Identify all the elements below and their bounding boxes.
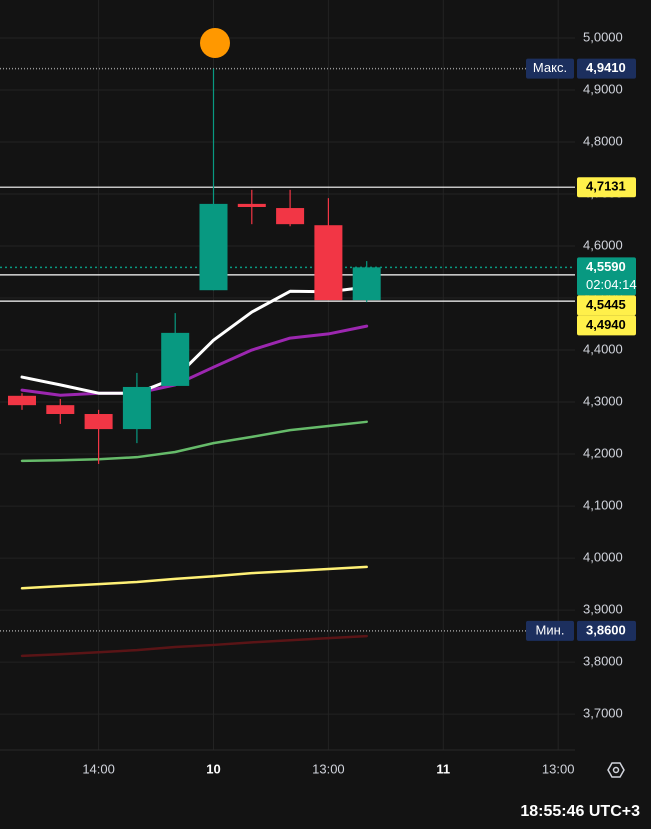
- moving-average-line: [20, 565, 368, 590]
- settings-hex: [607, 762, 625, 778]
- clock: 18:55:46 UTC+3: [520, 803, 640, 820]
- x-tick-label: 11: [436, 761, 450, 776]
- candle-body: [314, 225, 343, 301]
- price-label-box: [577, 295, 636, 316]
- price-label-box: [577, 620, 636, 641]
- level-name: Мин.: [536, 622, 565, 637]
- candle-body: [46, 405, 75, 415]
- x-tick-label: 13:00: [542, 761, 575, 776]
- price-label-box: [577, 315, 636, 336]
- countdown-label: 02:04:14: [586, 277, 637, 292]
- moving-average-line: [20, 634, 368, 658]
- candle-body: [352, 267, 381, 301]
- candle-body: [237, 203, 266, 208]
- candle-body: [84, 414, 113, 430]
- y-tick-label: 4,0000: [583, 550, 623, 565]
- price-axis: 5,00004,90004,80004,70004,60004,50004,40…: [0, 29, 637, 751]
- x-tick-label: 10: [206, 761, 220, 776]
- candle-body: [8, 395, 36, 406]
- price-label: 4,5445: [586, 297, 626, 312]
- settings-icon[interactable]: [607, 762, 625, 778]
- candle-body: [199, 203, 228, 291]
- x-tick-label: 14:00: [82, 761, 115, 776]
- candle-body: [122, 386, 151, 430]
- price-label: 4,4940: [586, 317, 626, 332]
- candle-body: [161, 332, 190, 386]
- y-tick-label: 4,8000: [583, 133, 623, 148]
- price-label: 4,7131: [586, 179, 626, 194]
- y-tick-label: 4,9000: [583, 81, 623, 96]
- y-tick-label: 3,7000: [583, 706, 623, 721]
- y-tick-label: 4,6000: [583, 237, 623, 252]
- y-tick-label: 3,9000: [583, 602, 623, 617]
- y-tick-label: 5,0000: [583, 29, 623, 44]
- moving-average-line: [20, 420, 368, 463]
- x-tick-label: 13:00: [312, 761, 345, 776]
- moving-average-line: [20, 285, 369, 395]
- event-marker[interactable]: [200, 28, 230, 58]
- price-label-box: [577, 177, 636, 198]
- price-label: 4,9410: [586, 60, 626, 75]
- level-name-box: [526, 58, 574, 79]
- settings-dot: [612, 766, 620, 774]
- price-label: 3,8600: [586, 622, 626, 637]
- price-label-box: [577, 58, 636, 79]
- price-label: 4,5590: [586, 259, 626, 274]
- level-name-box: [526, 620, 574, 641]
- y-tick-label: 4,2000: [583, 445, 623, 460]
- y-tick-label: 4,4000: [583, 341, 623, 356]
- candle-body: [276, 208, 305, 225]
- plot-area: 14:00 10 13:00 11 13:00: [0, 67, 575, 776]
- level-name: Макс.: [533, 60, 567, 75]
- moving-average-line: [20, 324, 369, 397]
- y-tick-label: 4,1000: [583, 498, 623, 513]
- y-tick-label: 4,3000: [583, 393, 623, 408]
- y-tick-label: 3,8000: [583, 654, 623, 669]
- price-label-box: [577, 257, 636, 296]
